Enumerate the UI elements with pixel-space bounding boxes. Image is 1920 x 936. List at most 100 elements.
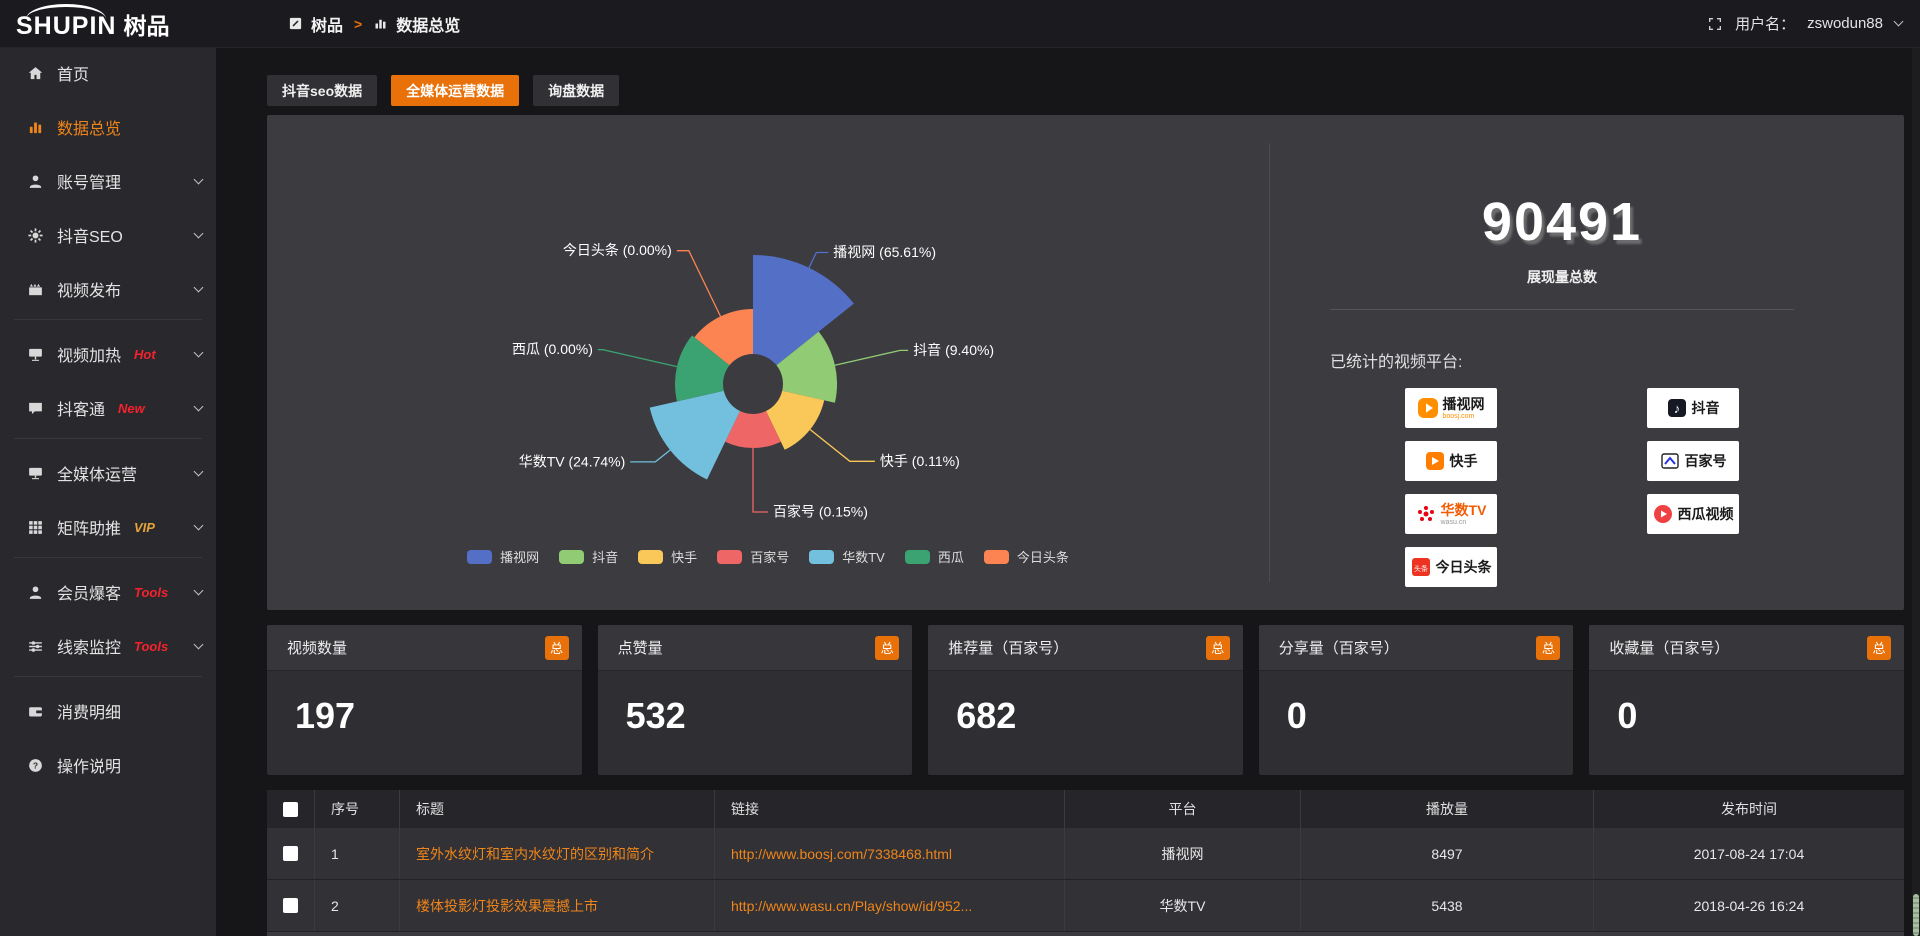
legend-swatch: [559, 549, 585, 564]
legend-swatch: [717, 549, 743, 564]
wasu-logo-icon: [1416, 504, 1436, 524]
pie-slice-0[interactable]: [753, 255, 854, 366]
chevron-down-icon: [193, 228, 204, 238]
tab-2[interactable]: 询盘数据: [533, 75, 620, 106]
total-badge: 总: [875, 635, 900, 660]
monitor-icon: [27, 465, 44, 482]
total-badge: 总: [1205, 635, 1230, 660]
sidebar-divider: [14, 438, 202, 439]
gear-icon: [27, 227, 44, 244]
stat-card-value: 197: [295, 695, 356, 736]
legend-item-3[interactable]: 百家号: [717, 547, 789, 566]
platform-badge-douyin: ♪ 抖音: [1647, 388, 1739, 428]
pie-label-5: 西瓜 (0.00%): [512, 341, 593, 357]
user-icon: [27, 173, 44, 190]
pie-slice-5[interactable]: [675, 335, 730, 402]
table-col-header-0: 序号: [315, 790, 400, 828]
xigua-logo-icon: [1653, 504, 1673, 524]
sidebar-item-label: 数据总览: [57, 121, 122, 138]
legend-item-4[interactable]: 华数TV: [809, 547, 885, 566]
stat-card-0: 视频数量 总 197: [267, 625, 582, 775]
app-logo: SHUPIN 树品: [0, 3, 216, 41]
legend-item-1[interactable]: 抖音: [559, 547, 618, 566]
table-row-0: 1 室外水纹灯和室内水纹灯的区别和简介 http://www.boosj.com/7…: [267, 828, 1904, 880]
sidebar-item-grid[interactable]: 矩阵助推 VIP: [0, 502, 216, 552]
legend-item-0[interactable]: 播视网: [467, 547, 539, 566]
pie-label-2: 快手 (0.11%): [880, 453, 960, 469]
topbar-right: 用户名： zswodun88: [1707, 13, 1920, 34]
platform-badge-baijiahao: 百家号: [1647, 441, 1739, 481]
sidebar-divider: [14, 557, 202, 558]
pie-slice-6[interactable]: [694, 309, 753, 366]
chevron-down-icon[interactable]: [1893, 16, 1904, 27]
sidebar-item-person[interactable]: 会员爆客 Tools: [0, 567, 216, 617]
tab-0[interactable]: 抖音seo数据: [267, 75, 378, 106]
pie-label-line-3: [752, 448, 768, 513]
scrollbar-thumb[interactable]: [1913, 894, 1919, 936]
select-all-checkbox-cell: [267, 790, 315, 828]
table-col-header-5: 发布时间: [1721, 801, 1777, 817]
platform-name: 抖音: [1691, 400, 1720, 416]
svg-text:头条: 头条: [1414, 564, 1428, 573]
stat-card-1: 点赞量 总 532: [597, 625, 913, 775]
sidebar-item-monitor[interactable]: 全媒体运营: [0, 448, 216, 498]
select-all-checkbox[interactable]: [283, 801, 298, 817]
table-col-header-2: 链接: [715, 790, 1065, 828]
sidebar-item-label: 消费明细: [57, 705, 122, 722]
sidebar-item-heat[interactable]: 视频加热 Hot: [0, 329, 216, 379]
pie-slice-2[interactable]: [766, 390, 825, 450]
title-link[interactable]: 室外水纹灯和室内水纹灯的区别和简介: [416, 845, 654, 862]
fullscreen-icon[interactable]: [1707, 16, 1723, 32]
svg-text:?: ?: [33, 760, 38, 770]
chevron-down-icon: [193, 174, 204, 184]
sidebar-item-chart[interactable]: 数据总览: [0, 102, 216, 152]
sidebar-item-sliders[interactable]: 线索监控 Tools: [0, 621, 216, 671]
username-value[interactable]: zswodun88: [1807, 15, 1883, 32]
row-checkbox[interactable]: [283, 898, 298, 913]
sidebar-item-gear[interactable]: 抖音SEO: [0, 210, 216, 260]
sidebar-item-user[interactable]: 账号管理: [0, 156, 216, 206]
sidebar-item-home[interactable]: 首页: [0, 48, 216, 98]
kuaishou-logo-icon: [1425, 451, 1445, 471]
cell-platform: 播视网: [1065, 828, 1301, 879]
chevron-down-icon: [193, 347, 204, 357]
title-link[interactable]: 楼体投影灯投影效果震撼上市: [416, 897, 598, 914]
platform-badge-text: 西瓜视频: [1678, 507, 1734, 521]
platform-badges: 播视网 boosj.com ♪ 抖音 快手 百家号 华数TV wasu.cn 西瓜视频 头条 今日头…: [1405, 388, 1794, 587]
pie-label-line-0: [808, 251, 829, 269]
row-checkbox[interactable]: [283, 846, 298, 861]
pie-label-line-1: [834, 349, 909, 366]
stat-card-value: 682: [956, 695, 1017, 736]
stat-card-2: 推荐量（百家号） 总 682: [928, 625, 1243, 775]
pie-slice-3[interactable]: [725, 411, 781, 449]
link-link[interactable]: http://www.wasu.cn/Play/show/id/952...: [731, 897, 973, 914]
sidebar-item-tag: Hot: [134, 346, 156, 362]
sidebar-item-wallet[interactable]: 消费明细: [0, 686, 216, 736]
platforms-label: 已统计的视频平台:: [1330, 354, 1463, 371]
breadcrumb-separator: >: [354, 15, 363, 32]
sidebar: 首页数据总览账号管理 抖音SEO 视频发布视频加热 Hot 抖客通 New 全媒体运营 矩阵助…: [0, 48, 216, 936]
legend-item-2[interactable]: 快手: [638, 547, 697, 566]
breadcrumb: 树品 > 数据总览: [288, 12, 460, 36]
platform-badge-text: 抖音: [1692, 401, 1720, 415]
stat-card-header: 分享量（百家号） 总: [1258, 625, 1574, 671]
tab-1[interactable]: 全媒体运营数据: [391, 75, 520, 106]
link-link[interactable]: http://www.boosj.com/7338468.html: [731, 845, 953, 862]
question-icon: ?: [27, 757, 44, 774]
username-label: 用户名：: [1735, 16, 1796, 33]
platform-name: 百家号: [1684, 453, 1727, 469]
pie-slice-1[interactable]: [776, 331, 838, 403]
sidebar-item-chat[interactable]: 抖客通 New: [0, 383, 216, 433]
sidebar-item-clapper[interactable]: 视频发布: [0, 264, 216, 314]
breadcrumb-root[interactable]: 树品: [311, 17, 344, 35]
baijiahao-logo-icon: [1660, 451, 1680, 471]
sidebar-item-tag: New: [118, 400, 145, 416]
platform-badge-toutiao: 头条 今日头条: [1405, 547, 1497, 587]
legend-item-5[interactable]: 西瓜: [904, 547, 964, 566]
pie-slice-4[interactable]: [649, 390, 740, 480]
sidebar-item-question[interactable]: ? 操作说明: [0, 740, 216, 790]
table-col-header-4: 播放量: [1301, 790, 1594, 828]
sidebar-item-tag: Tools: [134, 638, 169, 654]
platform-name: 西瓜视频: [1677, 506, 1734, 522]
legend-item-6[interactable]: 今日头条: [983, 547, 1069, 566]
